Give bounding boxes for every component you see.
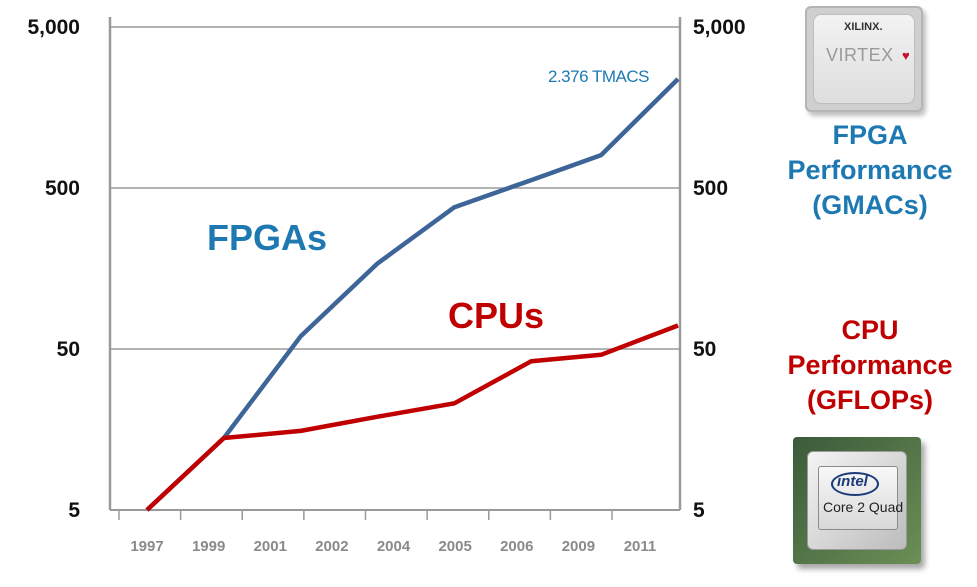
x-tick-label: 2006	[500, 538, 533, 555]
x-tick-label: 2009	[562, 538, 595, 555]
y-tick-label-right: 5	[693, 499, 705, 522]
y-tick-label-left: 5,000	[27, 16, 80, 39]
axes	[108, 17, 682, 520]
cpus-series-line	[145, 323, 679, 512]
tmacs-annotation: 2.376 TMACS	[548, 67, 649, 86]
y-tick-label-right: 500	[693, 177, 728, 200]
y-tick-label-right: 5,000	[693, 16, 746, 39]
core2-quad-logo: Core 2 Quad	[823, 499, 904, 515]
series-labels: FPGAs CPUs 2.376 TMACS	[207, 67, 650, 336]
x-tick-label: 2001	[254, 538, 287, 555]
virtex-mark-icon: ♥	[902, 48, 910, 63]
cpu-performance-title: CPU Performance (GFLOPs)	[787, 315, 953, 415]
xilinx-virtex-chip-image: XILINX. VIRTEX ♥	[805, 6, 923, 112]
y-tick-label-left: 500	[45, 177, 80, 200]
intel-logo: intel	[837, 473, 868, 490]
fpgas-series-line	[145, 77, 680, 512]
y-tick-label-right: 50	[693, 338, 716, 361]
virtex-logo: VIRTEX	[826, 45, 894, 65]
fpga-performance-title: FPGA Performance (GMACs)	[787, 120, 953, 220]
x-tick-label: 2011	[624, 538, 657, 555]
xilinx-logo: XILINX.	[844, 21, 883, 33]
y-tick-label-left: 50	[57, 338, 80, 361]
x-tick-label: 1997	[130, 538, 163, 555]
cpus-series-label: CPUs	[448, 295, 544, 336]
x-tick-label: 1999	[192, 538, 225, 555]
y-tick-label-left: 5	[68, 499, 80, 522]
intel-ring-icon	[831, 472, 879, 496]
x-tick-label: 2004	[377, 538, 411, 555]
x-tick-label: 2002	[315, 538, 348, 555]
intel-core2-quad-chip-image: intel Core 2 Quad	[793, 437, 921, 564]
fpgas-series-label: FPGAs	[207, 217, 327, 258]
x-tick-label: 2005	[438, 538, 471, 555]
tick-labels: 5 5 50 50 500 500 5,000 5,000 1997 1999 2001 2002 20…	[27, 16, 745, 555]
series-lines	[145, 77, 680, 512]
gridlines	[110, 26, 680, 511]
